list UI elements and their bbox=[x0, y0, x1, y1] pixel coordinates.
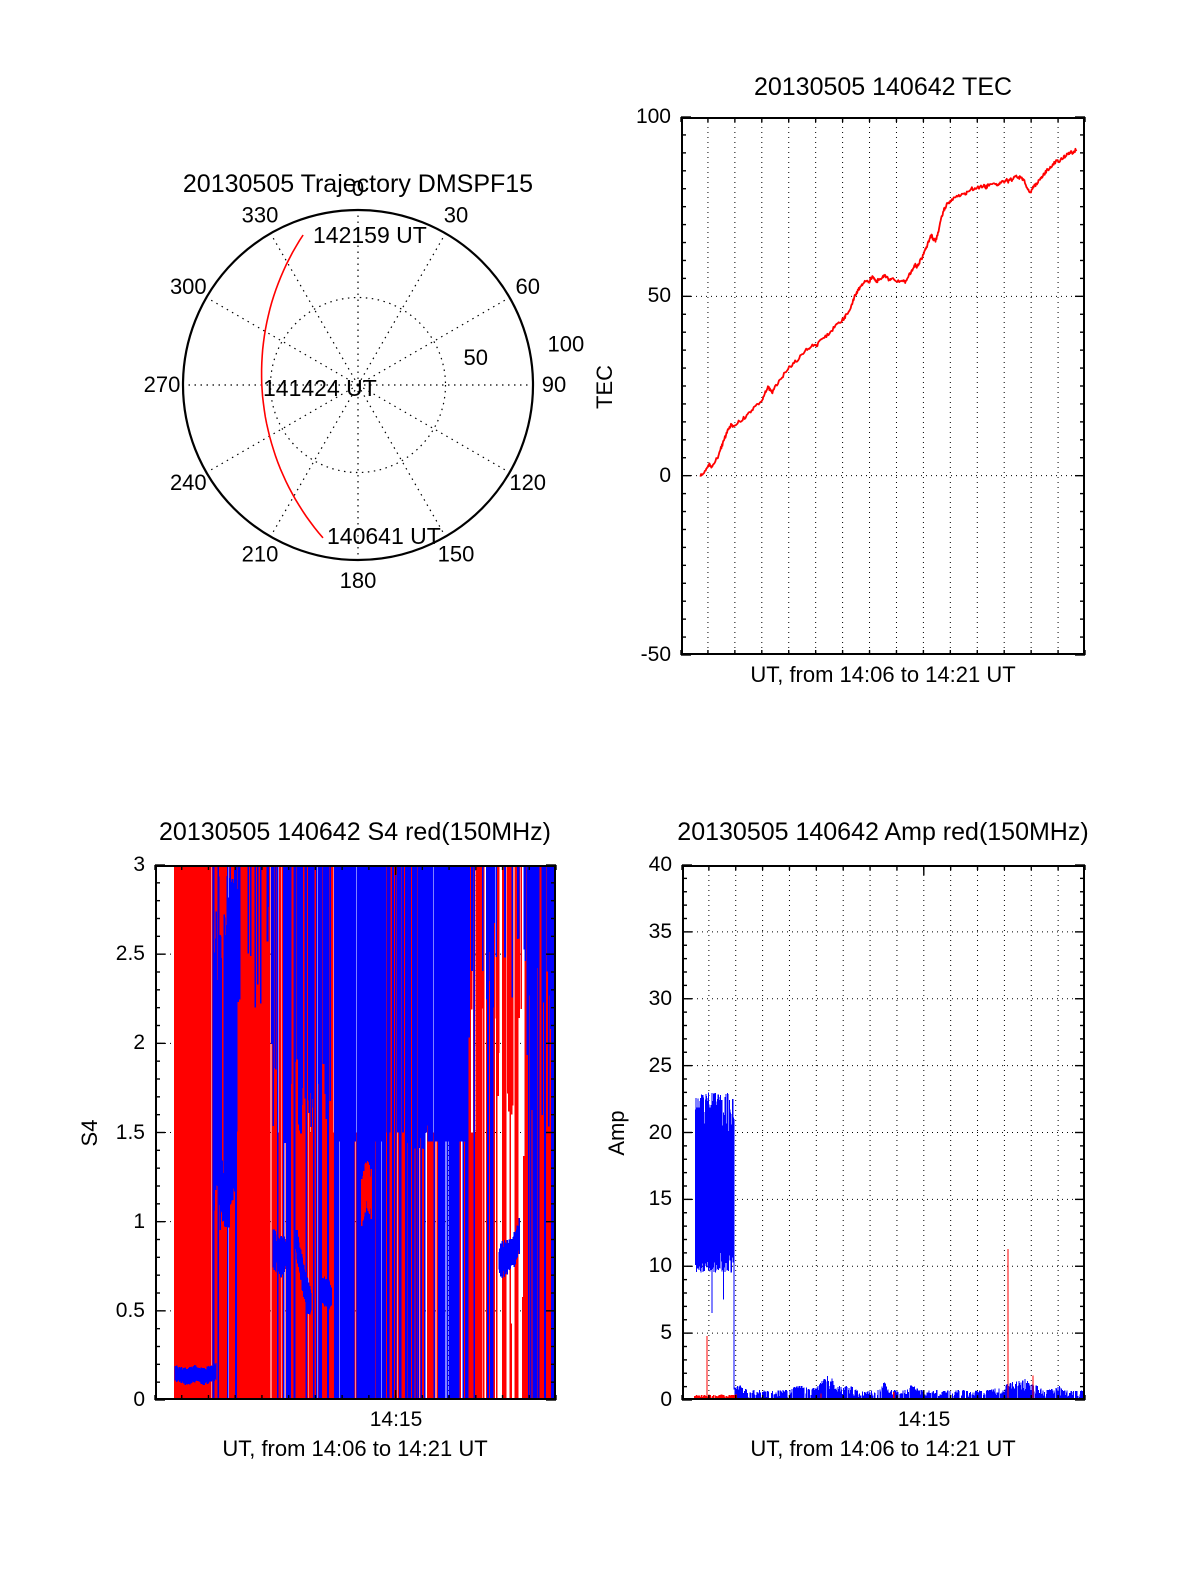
s4-blue-squiggle-trace bbox=[320, 1276, 333, 1310]
tec-y-axis-label: TEC bbox=[592, 365, 617, 409]
trajectory-end-time-annotation: 142159 UT bbox=[313, 222, 427, 248]
s4-y-tick-label: 2 bbox=[133, 1031, 145, 1055]
amp-signal-data bbox=[694, 1092, 1085, 1400]
s4-red-squiggle-trace bbox=[360, 1161, 373, 1226]
tec-x-axis-label: UT, from 14:06 to 14:21 UT bbox=[750, 662, 1016, 687]
s4-tick-marks bbox=[154, 864, 557, 1401]
trajectory-start-time-annotation: 140641 UT bbox=[327, 523, 441, 549]
amp-y-tick-label: 5 bbox=[660, 1321, 672, 1345]
polar-spoke bbox=[269, 384, 359, 537]
satellite-trajectory-line bbox=[260, 234, 324, 539]
trajectory-mid-time-annotation: 141424 UT bbox=[263, 375, 377, 401]
s4-blue-squiggle-trace bbox=[212, 1117, 236, 1227]
s4-plot bbox=[154, 864, 557, 1401]
polar-spoke bbox=[357, 384, 510, 474]
amp-y-tick-label: 40 bbox=[648, 853, 672, 876]
polar-spoke bbox=[206, 296, 359, 386]
s4-blue-squiggle-trace bbox=[272, 1229, 288, 1278]
tec-y-tick-label: 50 bbox=[647, 284, 671, 308]
tec-line bbox=[699, 147, 1078, 477]
polar-spoke bbox=[269, 233, 359, 386]
polar-azimuth-label: 60 bbox=[515, 274, 539, 299]
amp-axes-frame bbox=[682, 865, 1085, 1400]
polar-spoke bbox=[357, 296, 510, 386]
tec-axes-frame bbox=[681, 117, 1085, 655]
tec-gridlines bbox=[681, 117, 1085, 655]
amp-x-axis-label: UT, from 14:06 to 14:21 UT bbox=[750, 1436, 1016, 1461]
amp-plot bbox=[681, 864, 1086, 1401]
polar-azimuth-label: 270 bbox=[144, 372, 181, 397]
tec-y-tick-label: -50 bbox=[640, 643, 671, 666]
amp-y-tick-label: 20 bbox=[648, 1120, 672, 1144]
amp-red-signal bbox=[694, 1248, 1034, 1400]
s4-y-tick-label: 2.5 bbox=[115, 942, 145, 966]
s4-x-tick-label: 14:15 bbox=[369, 1408, 423, 1431]
s4-y-tick-label: 1.5 bbox=[115, 1120, 145, 1144]
amp-gridlines bbox=[682, 865, 1085, 1400]
tec-y-tick-label: 0 bbox=[659, 463, 671, 487]
amp-y-tick-label: 0 bbox=[660, 1388, 672, 1411]
s4-blue-squiggle-trace bbox=[174, 1362, 217, 1386]
polar-azimuth-label: 90 bbox=[542, 372, 566, 397]
amp-blue-signal bbox=[694, 1092, 1085, 1400]
s4-y-tick-label: 1 bbox=[133, 1209, 145, 1233]
tec-series bbox=[699, 147, 1078, 477]
s4-y-tick-label: 0 bbox=[133, 1388, 145, 1411]
s4-panel-title: 20130505 140642 S4 red(150MHz) bbox=[159, 818, 551, 846]
polar-azimuth-label: 180 bbox=[340, 568, 377, 593]
trajectory-polar-plot: 0 30 60 90 120 150 180 210 240 270 300 330 50 100 142… bbox=[144, 176, 585, 593]
s4-blue-squiggle-trace bbox=[295, 1229, 312, 1315]
amp-y-tick-label: 25 bbox=[648, 1053, 672, 1077]
polar-azimuth-label: 330 bbox=[242, 202, 279, 227]
polar-outer-circle-100 bbox=[181, 208, 535, 562]
amp-y-tick-label: 10 bbox=[648, 1254, 672, 1278]
s4-y-tick-label: 0.5 bbox=[115, 1298, 145, 1322]
s4-y-tick-label: 3 bbox=[133, 853, 145, 876]
polar-azimuth-label: 120 bbox=[509, 470, 546, 495]
s4-blue-squiggle-trace bbox=[498, 1218, 520, 1278]
trajectory-panel-title: 20130505 Trajectory DMSPF15 bbox=[182, 170, 534, 198]
polar-grid-circle-50 bbox=[269, 296, 447, 474]
tec-panel-title: 20130505 140642 TEC bbox=[753, 73, 1013, 101]
polar-azimuth-label: 210 bbox=[242, 542, 279, 567]
amp-panel-title: 20130505 140642 Amp red(150MHz) bbox=[677, 818, 1089, 846]
polar-azimuth-label: 300 bbox=[170, 274, 207, 299]
polar-azimuth-label: 150 bbox=[438, 542, 475, 567]
polar-radial-label: 100 bbox=[548, 332, 585, 357]
amp-y-tick-label: 35 bbox=[648, 919, 672, 943]
tec-plot bbox=[680, 116, 1086, 656]
s4-scintillation-data bbox=[173, 865, 556, 1400]
amp-y-tick-label: 15 bbox=[648, 1187, 672, 1211]
amp-tick-marks bbox=[681, 864, 1086, 1401]
amp-y-tick-label: 30 bbox=[648, 986, 672, 1010]
s4-x-axis-label: UT, from 14:06 to 14:21 UT bbox=[222, 1436, 488, 1461]
polar-azimuth-label: 30 bbox=[444, 202, 468, 227]
tec-y-tick-label: 100 bbox=[635, 105, 671, 128]
amp-x-tick-label: 14:15 bbox=[897, 1408, 951, 1431]
polar-azimuth-label: 0 bbox=[352, 176, 364, 201]
polar-azimuth-label: 240 bbox=[170, 470, 207, 495]
polar-radial-label: 50 bbox=[463, 345, 487, 370]
tec-tick-marks bbox=[680, 116, 1086, 656]
